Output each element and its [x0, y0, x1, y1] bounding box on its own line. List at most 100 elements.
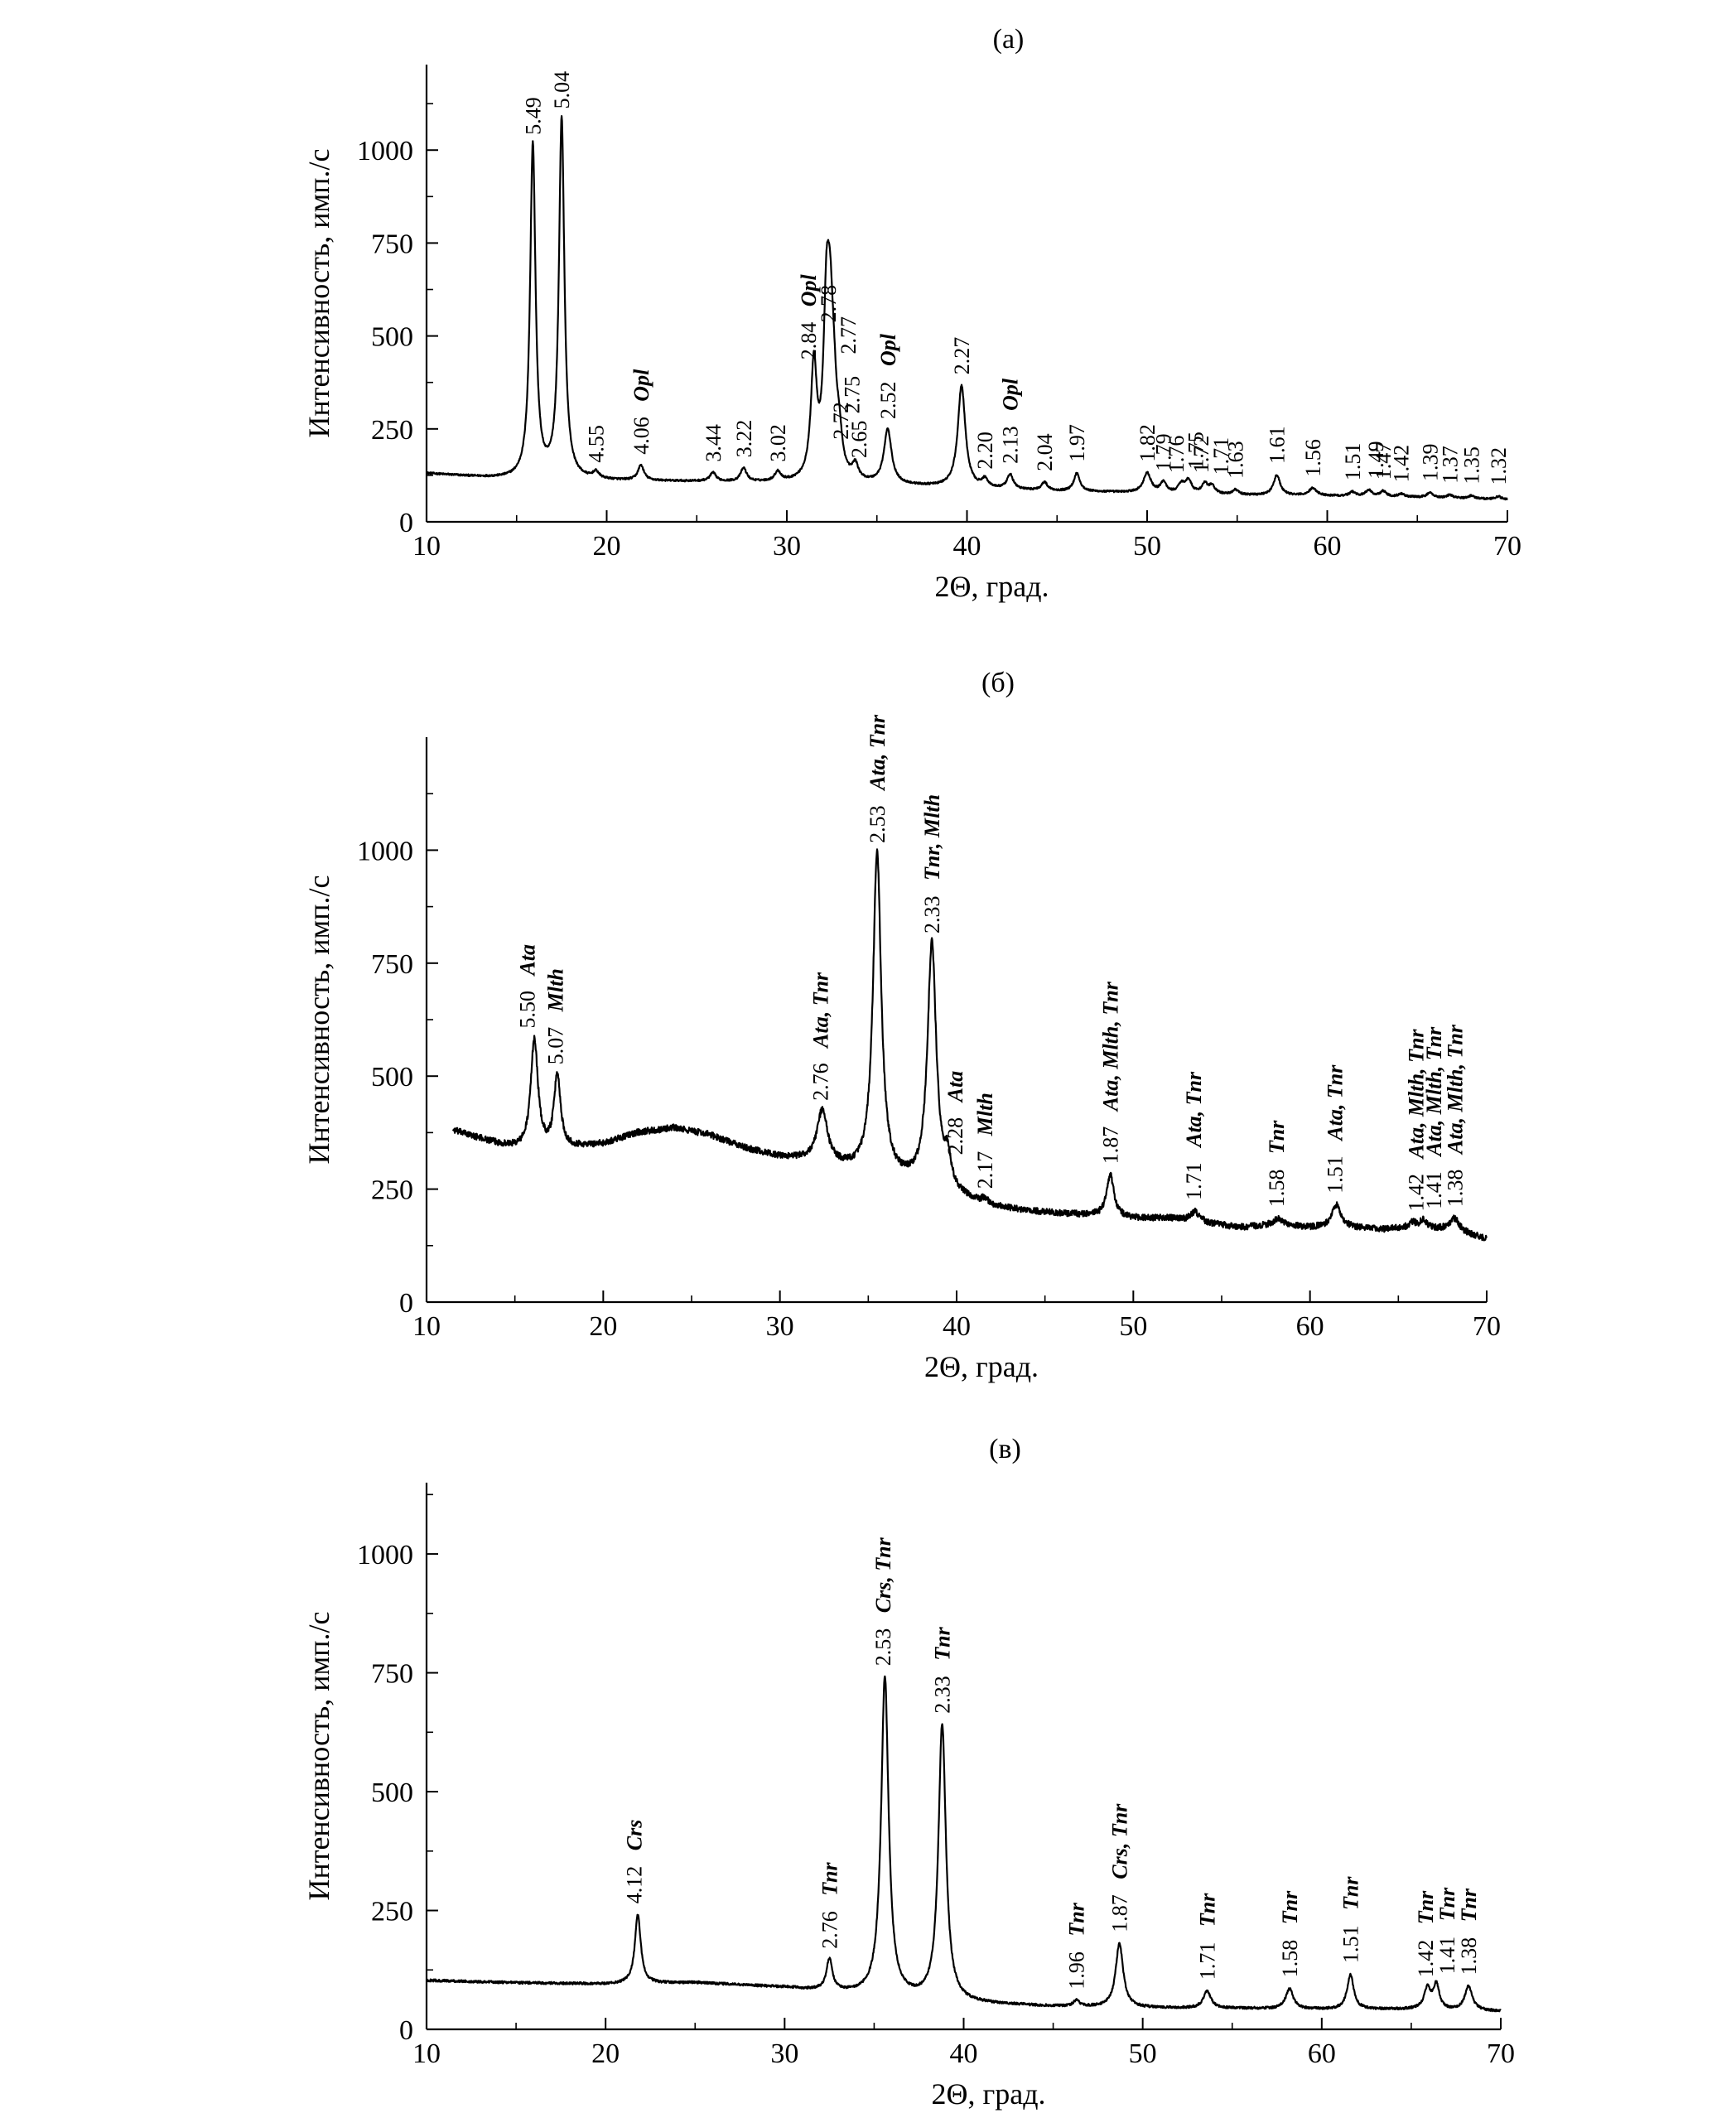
panel-a-y-tick-label: 500: [371, 322, 413, 353]
panel-a-peak-label: 1.42: [1390, 445, 1414, 483]
panel-a-x-tick-label: 40: [953, 531, 981, 562]
panel-b-peak-label: 2.17: [973, 1151, 997, 1189]
panel-a-peak-2.78: [825, 333, 827, 335]
panel-a-x-tick-label: 10: [412, 531, 441, 562]
panel-a-peak-label: 5.04: [550, 71, 574, 109]
panel-b-y-tick-label: 1000: [357, 836, 413, 866]
panel-c-peak-label: 2.53: [871, 1628, 895, 1667]
panel-a-peak-label: 1.56: [1301, 439, 1325, 477]
panel-a-peak-label: 1.82: [1136, 424, 1160, 462]
panel-c-x-tick-label: 70: [1487, 2038, 1515, 2069]
panel-b-y-tick-label: 0: [399, 1288, 413, 1319]
panel-a-peak-label: 2.78: [817, 285, 841, 323]
panel-a-x-tick-label: 20: [593, 531, 621, 562]
panel-c-x-tick-label: 30: [770, 2038, 798, 2069]
panel-a-diffraction-trace: [426, 115, 1508, 501]
panel-a-peak-label: 2.75: [840, 376, 864, 414]
panel-a-peak-label: 2.27: [950, 337, 974, 375]
panel-b-peak-label: 1.42: [1405, 1174, 1429, 1212]
panel-b-y-axis-label: Интенсивность, имп./с: [302, 875, 335, 1164]
panel-b-peak-label: 5.50: [516, 991, 540, 1029]
panel-b-phase-label: Mlth: [544, 968, 568, 1012]
panel-b-x-tick-label: 30: [766, 1311, 794, 1342]
panel-a-title: (а): [993, 24, 1025, 55]
panel-c-phase-label: Tnr: [931, 1626, 955, 1660]
panel-b-diffraction-trace: [451, 848, 1488, 1242]
panel-c-y-tick-label: 750: [371, 1659, 413, 1690]
panel-c-x-axis-label: 2Θ, град.: [931, 2077, 1045, 2111]
panel-c-y-axis-label: Интенсивность, имп./с: [302, 1611, 335, 1900]
panel-b-phase-label: Ata, Mlth, Tnr: [1405, 1029, 1429, 1160]
panel-a-phase-label: Opl: [629, 369, 653, 402]
panel-a-peak-label: 2.84: [797, 322, 821, 360]
panel-c-peak-label: 1.87: [1108, 1894, 1132, 1932]
panel-b-x-tick-label: 50: [1119, 1311, 1147, 1342]
panel-b-phase-label: Ata, Tnr: [866, 714, 890, 792]
panel-a-y-tick-label: 250: [371, 415, 413, 446]
panel-a-peak-2.72: [838, 450, 841, 452]
panel-a-y-tick-label: 0: [399, 508, 413, 538]
panel-a-peak-label: 2.20: [973, 432, 997, 470]
panel-b-peak-2.28: [947, 1165, 949, 1168]
panel-a-peak-2.77: [829, 364, 832, 367]
panel-a-peak-label: 2.65: [847, 421, 871, 459]
panel-b-x-tick-label: 60: [1296, 1311, 1324, 1342]
panel-a-peak-label: 1.49: [1364, 441, 1388, 479]
panel-a-peak-label: 3.44: [702, 424, 726, 462]
panel-c-phase-label: Tnr: [1338, 1876, 1362, 1910]
xrd-panel-b: (б) 10 20 30 40 50 60 70 0 250 500 750 1000 2Θ, град.…: [302, 668, 1501, 1383]
panel-a-phase-label: Opl: [999, 378, 1023, 411]
panel-c-y-tick-label: 250: [371, 1897, 413, 1927]
panel-a-y-axis-label: Интенсивность, имп./с: [302, 148, 335, 437]
panel-b-phase-label: Mlth: [973, 1093, 997, 1136]
panel-c-phase-label: Tnr: [817, 1861, 841, 1895]
panel-a-x-tick-label: 30: [773, 531, 801, 562]
panel-c-y-tick-label: 0: [399, 2015, 413, 2046]
panel-c-peak-label: 1.58: [1278, 1940, 1302, 1978]
panel-b-peak-label: 1.41: [1422, 1171, 1446, 1209]
panel-b-title: (б): [981, 668, 1015, 698]
panel-a-x-tick-label: 70: [1493, 531, 1521, 562]
panel-a-y-tick-label: 1000: [357, 136, 413, 166]
panel-c-phase-label: Crs: [623, 1820, 647, 1851]
xrd-panel-a: (а) 10 20 30 40 50 60 70 0 250 500 750 1000 2Θ, град.…: [302, 24, 1521, 603]
panel-a-peak-label: 1.79: [1152, 433, 1176, 471]
panel-c-phase-label: Tnr: [1457, 1888, 1481, 1922]
panel-a-peak-label: 1.71: [1209, 437, 1233, 475]
panel-b-phase-label: Tnr, Mlth: [920, 794, 944, 880]
panel-a-peak-label: 4.55: [584, 425, 608, 463]
panel-b-peak-label: 2.33: [920, 895, 944, 933]
panel-a-peak-label: 2.13: [999, 426, 1023, 464]
panel-a-peak-label: 1.51: [1341, 443, 1365, 481]
panel-a-peak-2.20: [984, 480, 986, 482]
panel-a-peak-label: 1.47: [1372, 442, 1396, 480]
panel-c-x-tick-label: 10: [412, 2038, 441, 2069]
panel-b-x-tick-label: 10: [412, 1311, 441, 1342]
panel-c-phase-label: Crs, Tnr: [871, 1537, 895, 1613]
panel-c-peak-label: 1.41: [1435, 1937, 1459, 1975]
panel-b-peak-label: 5.07: [544, 1027, 568, 1065]
panel-a-phase-label: Opl: [797, 273, 821, 306]
panel-b-peak-label: 2.28: [943, 1117, 967, 1155]
panel-c-peak-label: 1.38: [1457, 1937, 1481, 1976]
panel-a-peak-label: 1.35: [1460, 446, 1484, 485]
panel-a-peak-label: 1.97: [1065, 424, 1089, 462]
panel-c-phase-label: Tnr: [1278, 1890, 1302, 1924]
panel-b-phase-label: Tnr: [1265, 1120, 1289, 1154]
panel-b-y-tick-label: 500: [371, 1062, 413, 1093]
panel-a-x-axis-label: 2Θ, град.: [934, 570, 1049, 603]
panel-b-phase-label: Ata, Tnr: [1324, 1064, 1348, 1142]
panel-c-phase-label: Tnr: [1195, 1893, 1219, 1927]
panel-a-peak-label: 1.63: [1224, 441, 1248, 479]
panel-a-peak-label: 3.22: [732, 420, 756, 458]
panel-a-peak-label: 2.04: [1033, 433, 1057, 471]
panel-a-peak-label: 2.72: [829, 402, 853, 440]
panel-a-peak-label: 1.37: [1438, 446, 1462, 484]
panel-b-phase-label: Ata: [943, 1071, 967, 1104]
panel-b-y-tick-label: 750: [371, 949, 413, 980]
panel-a-peak-label: 5.49: [521, 97, 545, 135]
panel-c-y-tick-label: 500: [371, 1778, 413, 1808]
panel-c-x-tick-label: 60: [1308, 2038, 1336, 2069]
panel-c-x-tick-label: 50: [1129, 2038, 1157, 2069]
panel-a-peak-label: 1.61: [1266, 426, 1290, 464]
